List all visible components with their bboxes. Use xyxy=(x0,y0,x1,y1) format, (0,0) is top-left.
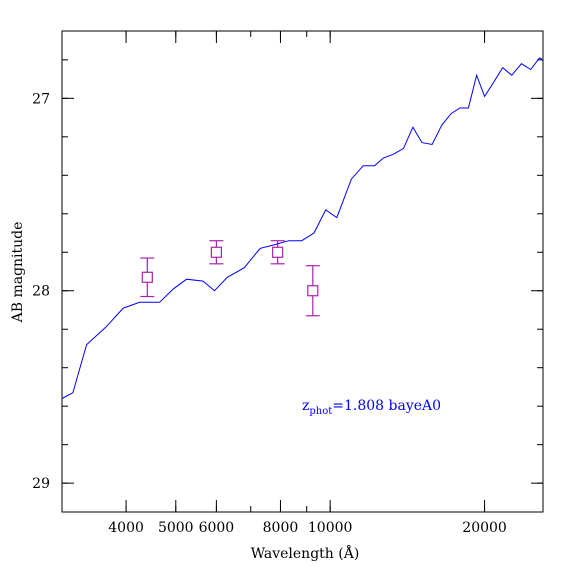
data-point-marker xyxy=(307,285,319,297)
y-axis-label: AB magnitude xyxy=(10,222,26,324)
axis-ticks xyxy=(61,31,543,512)
x-tick-labels: 4000 5000 6000 8000 10000 20000 xyxy=(108,520,507,536)
x-tick-label: 6000 xyxy=(199,520,235,536)
photometric-redshift-annotation: zphot=1.808 bayeA0 xyxy=(302,398,441,417)
x-tick-label: 4000 xyxy=(108,520,144,536)
errorbar-point xyxy=(270,240,285,265)
data-point-marker xyxy=(141,271,153,283)
errorbar-point xyxy=(140,257,155,298)
y-tick-label: 28 xyxy=(32,284,50,300)
data-point-marker xyxy=(210,246,222,258)
x-tick-label: 8000 xyxy=(263,520,299,536)
plot-frame xyxy=(61,30,544,513)
annotation-z: z xyxy=(302,398,309,414)
errorbar-point xyxy=(305,265,320,317)
annotation-subscript: phot xyxy=(309,406,332,417)
x-tick-label: 5000 xyxy=(158,520,194,536)
sed-model-line xyxy=(61,57,544,399)
y-tick-labels: 27 28 29 xyxy=(32,91,50,492)
x-axis-label: Wavelength (Å) xyxy=(251,544,360,562)
x-tick-label: 10000 xyxy=(308,520,353,536)
errorbar-point xyxy=(209,240,224,265)
annotation-value: =1.808 bayeA0 xyxy=(332,398,441,414)
y-tick-label: 29 xyxy=(32,476,50,492)
errorbar-series xyxy=(140,240,320,317)
x-tick-label: 20000 xyxy=(462,520,507,536)
y-tick-label: 27 xyxy=(32,91,50,107)
data-point-marker xyxy=(272,246,284,258)
